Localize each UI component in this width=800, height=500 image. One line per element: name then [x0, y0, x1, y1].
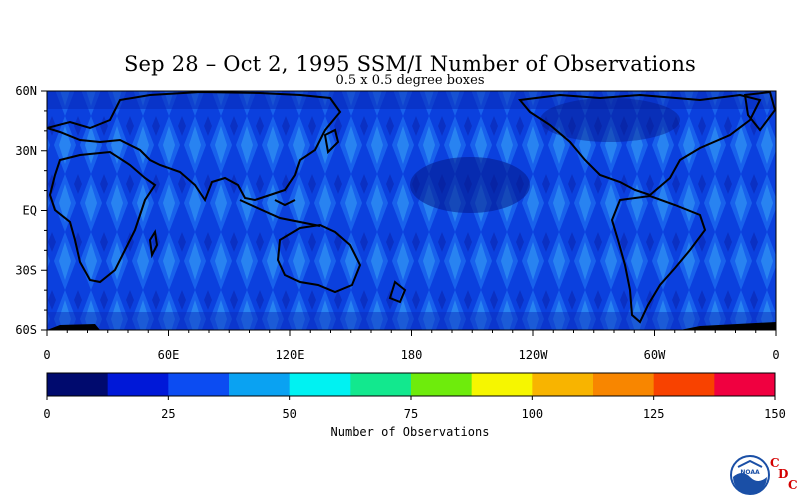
observation-field: [47, 91, 776, 330]
colorbar-swatch: [593, 373, 655, 396]
lon-label: 0: [43, 348, 50, 362]
svg-text:NOAA: NOAA: [740, 469, 760, 476]
colorbar-swatch: [714, 373, 776, 396]
colorbar-swatch: [471, 373, 533, 396]
cdc-letter-c1: C: [770, 456, 780, 470]
colorbar-swatch: [107, 373, 169, 396]
colorbar-swatch: [532, 373, 594, 396]
cdc-letter-d: D: [778, 467, 789, 481]
lon-label: 60E: [158, 348, 180, 362]
colorbar-swatch: [47, 373, 109, 396]
lat-label: 30S: [15, 263, 37, 277]
lat-label: 30N: [15, 144, 37, 158]
noaa-logo: NOAA: [730, 455, 770, 495]
colorbar: [46, 372, 776, 397]
colorbar-swatch: [168, 373, 230, 396]
lon-label: 60W: [644, 348, 666, 362]
coastlines: [47, 91, 776, 324]
lat-label: 60N: [15, 84, 37, 98]
colorbar-label: Number of Observations: [330, 425, 490, 439]
lon-label: 120E: [276, 348, 305, 362]
colorbar-swatch: [289, 373, 351, 396]
colorbar-swatch: [229, 373, 291, 396]
colorbar-tick-label: 75: [404, 407, 418, 421]
cdc-letter-c2: C: [788, 478, 798, 492]
colorbar-tick-label: 125: [643, 407, 665, 421]
colorbar-swatch: [653, 373, 715, 396]
colorbar-tick-label: 25: [161, 407, 175, 421]
colorbar-swatch: [411, 373, 473, 396]
lat-label: EQ: [23, 204, 37, 218]
lon-label: 0: [772, 348, 779, 362]
colorbar-tick-label: 0: [43, 407, 50, 421]
colorbar-tick-label: 150: [764, 407, 786, 421]
page-subtitle: 0.5 x 0.5 degree boxes: [335, 73, 485, 88]
colorbar-tick-label: 50: [282, 407, 296, 421]
lon-label: 180: [401, 348, 423, 362]
lat-label: 60S: [15, 323, 37, 337]
lon-label: 120W: [519, 348, 549, 362]
colorbar-swatch: [350, 373, 412, 396]
page-title: Sep 28 – Oct 2, 1995 SSM/I Number of Obs…: [123, 52, 697, 76]
colorbar-tick-label: 100: [521, 407, 543, 421]
